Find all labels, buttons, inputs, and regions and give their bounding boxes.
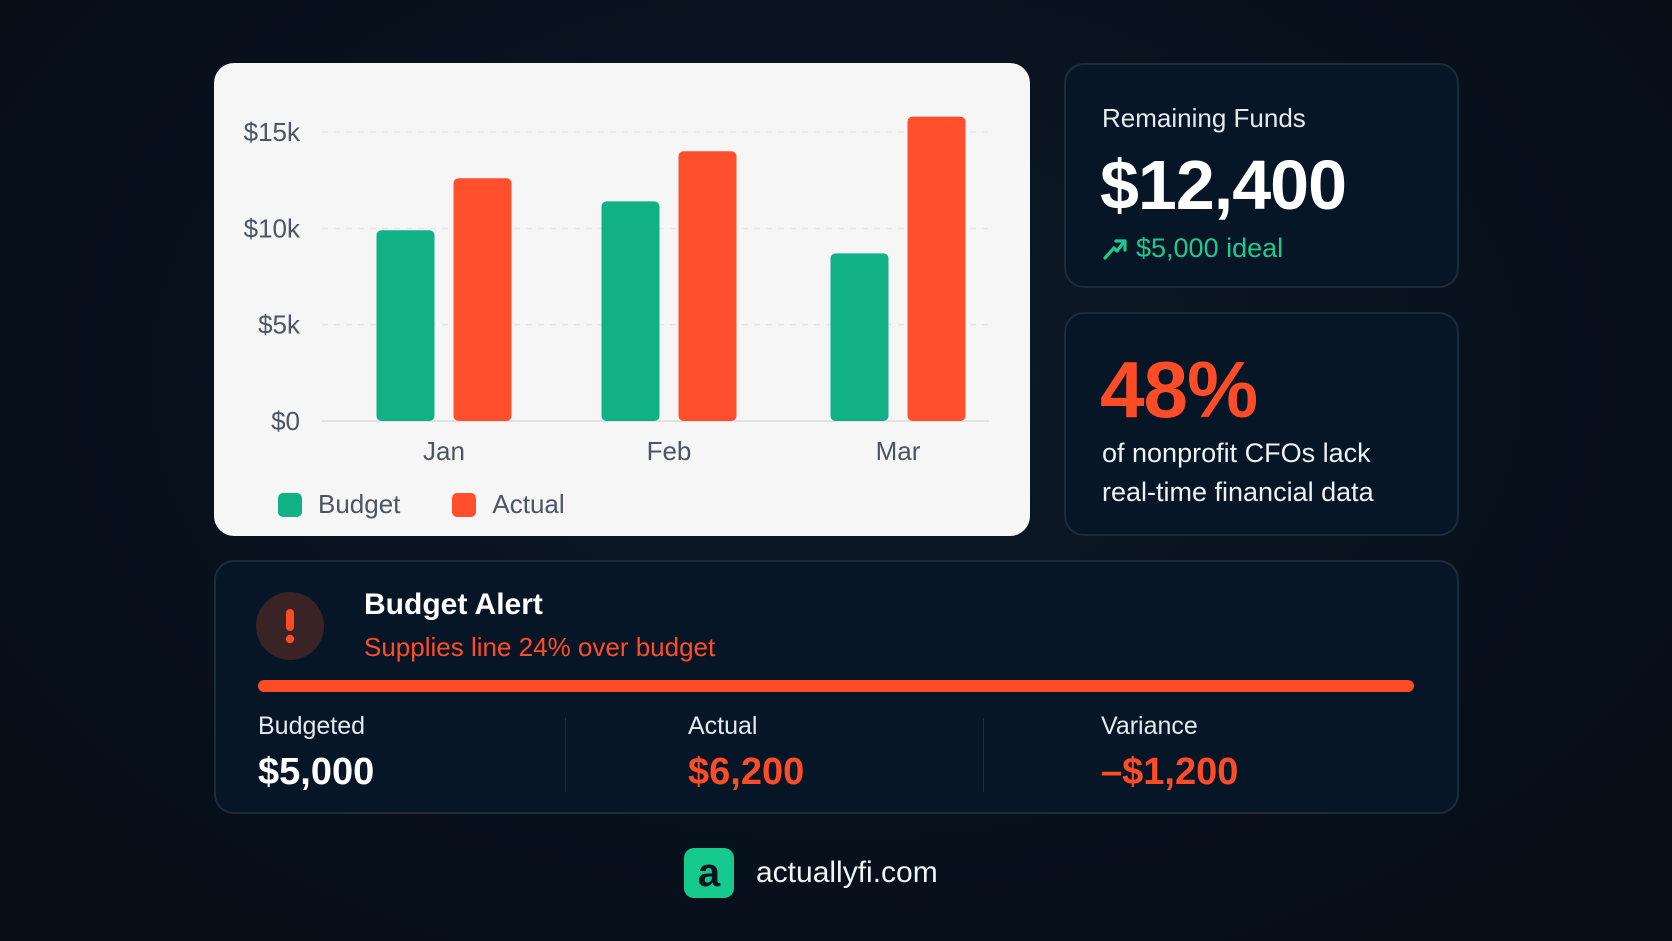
metric-actual: Actual $6,200 — [688, 712, 804, 794]
alert-title: Budget Alert — [364, 588, 543, 621]
legend-label-actual: Actual — [492, 489, 565, 519]
ideal-indicator: $5,000 ideal — [1102, 233, 1283, 264]
remaining-funds-label: Remaining Funds — [1102, 103, 1306, 133]
metric-actual-value: $6,200 — [688, 751, 805, 793]
metric-budgeted-value: $5,000 — [258, 751, 375, 793]
alert-subtitle: Supplies line 24% over budget — [364, 632, 716, 662]
alert-progress-track — [258, 680, 1414, 692]
bar-actual-jan — [453, 178, 512, 421]
metric-divider — [983, 718, 984, 792]
budget-alert-card: Budget Alert Supplies line 24% over budg… — [214, 560, 1459, 814]
cfo-stat-card: 48% of nonprofit CFOs lack real-time fin… — [1064, 312, 1459, 536]
trend-up-arrow-icon — [1103, 238, 1127, 260]
alert-icon-badge — [256, 592, 324, 660]
y-tick-label: $0 — [271, 406, 300, 436]
legend-swatch-actual — [452, 492, 477, 517]
y-tick-label: $10k — [244, 213, 301, 243]
alert-progress-fill — [258, 680, 1414, 692]
metric-budgeted-label: Budgeted — [258, 712, 366, 740]
bar-budget-jan — [376, 230, 435, 421]
y-tick-label: $5k — [258, 310, 301, 340]
chart-card: $0 $5k $10k $15k Jan Feb Mar Budget Actual — [214, 63, 1030, 536]
x-tick-label: Mar — [876, 436, 921, 466]
metric-variance: Variance –$1,200 — [1101, 712, 1238, 794]
remaining-funds-value: $12,400 — [1100, 146, 1347, 224]
legend-swatch-budget — [278, 492, 302, 517]
metric-divider — [565, 718, 566, 792]
stat-description: of nonprofit CFOs lack real-time financi… — [1102, 438, 1374, 507]
site-url[interactable]: actuallyfi.com — [756, 856, 938, 889]
bar-budget-mar — [830, 253, 889, 421]
legend-item-actual: Actual — [452, 489, 565, 520]
x-tick-label: Jan — [423, 436, 465, 466]
y-tick-label: $15k — [244, 117, 301, 147]
stat-percent: 48% — [1100, 345, 1258, 434]
footer-brand: a actuallyfi.com — [684, 848, 938, 898]
metric-budgeted: Budgeted $5,000 — [258, 712, 374, 794]
bar-actual-feb — [678, 151, 737, 421]
metric-variance-value: –$1,200 — [1101, 751, 1239, 793]
exclamation-icon — [285, 609, 295, 644]
chart-legend: Budget Actual — [278, 489, 565, 520]
x-tick-label: Feb — [647, 436, 692, 466]
bar-budget-feb — [601, 201, 660, 421]
metric-variance-label: Variance — [1101, 712, 1198, 740]
legend-item-budget: Budget — [278, 489, 400, 520]
bar-actual-mar — [907, 116, 966, 421]
budget-vs-actual-chart: $0 $5k $10k $15k Jan Feb Mar — [244, 116, 989, 466]
legend-label-budget: Budget — [318, 489, 401, 519]
metric-actual-label: Actual — [688, 712, 758, 740]
remaining-funds-card: Remaining Funds $12,400 $5,000 ideal — [1064, 63, 1459, 288]
brand-logo-icon: a — [684, 848, 734, 898]
ideal-text: $5,000 ideal — [1136, 233, 1284, 263]
